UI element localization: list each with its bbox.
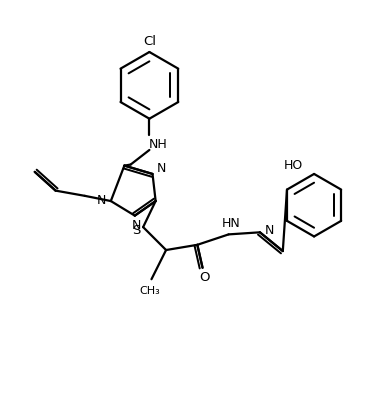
- Text: HO: HO: [284, 159, 303, 172]
- Text: NH: NH: [148, 138, 167, 151]
- Text: O: O: [199, 271, 210, 284]
- Text: N: N: [97, 194, 106, 206]
- Text: Cl: Cl: [143, 35, 156, 48]
- Text: HN: HN: [221, 218, 240, 230]
- Text: N: N: [132, 218, 142, 232]
- Text: S: S: [132, 224, 140, 237]
- Text: CH₃: CH₃: [139, 286, 160, 296]
- Text: N: N: [265, 224, 274, 237]
- Text: N: N: [157, 162, 167, 175]
